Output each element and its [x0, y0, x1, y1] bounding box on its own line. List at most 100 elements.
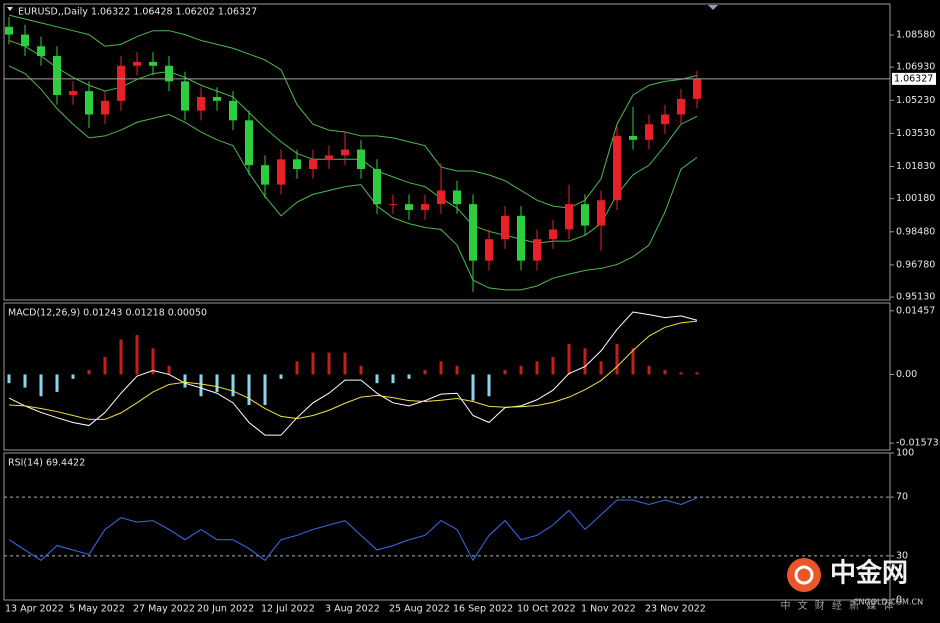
candle-body: [629, 135, 637, 140]
histogram-bar: [71, 374, 75, 379]
price-label: 1.06327: [894, 73, 933, 84]
price-label-box: [892, 72, 936, 85]
y-tick-label: 1.08580: [896, 29, 935, 40]
x-tick-label: 23 Nov 2022: [645, 604, 706, 615]
candle-body: [501, 215, 509, 240]
histogram-bar: [631, 348, 635, 375]
histogram-bar: [183, 374, 187, 388]
candle-body: [149, 61, 157, 66]
candle-body: [69, 91, 77, 96]
candle-body: [693, 78, 701, 99]
x-tick-label: 16 Sep 2022: [453, 604, 513, 615]
histogram-bar: [7, 374, 11, 384]
y-tick-label: 0.95130: [896, 292, 935, 303]
signal-line: [8, 320, 698, 420]
y-tick-label: 1.01830: [896, 161, 935, 172]
x-tick-label: 10 Oct 2022: [517, 604, 576, 615]
histogram-bar: [599, 361, 603, 375]
macd-panel: [3, 302, 891, 451]
candle-body: [565, 204, 573, 230]
rsi-title: RSI(14) 69.4422: [8, 458, 85, 469]
histogram-bar: [151, 348, 155, 375]
histogram-bar: [663, 370, 667, 375]
y-tick-label: -0.01573: [896, 438, 939, 449]
histogram-bar: [695, 372, 699, 375]
candle-body: [37, 46, 45, 57]
candle-body: [645, 124, 653, 140]
bollinger-band: [8, 14, 698, 209]
candle-body: [421, 204, 429, 210]
candle-body: [533, 239, 541, 261]
candle-body: [277, 159, 285, 185]
candle-body: [213, 96, 221, 101]
candle-body: [549, 229, 557, 240]
histogram-bar: [39, 374, 43, 397]
histogram-bar: [567, 343, 571, 375]
candle-body: [85, 91, 93, 115]
menu-icon: [7, 7, 13, 11]
watermark-name: 中金网: [830, 558, 908, 589]
candle-body: [245, 120, 253, 166]
histogram-bar: [455, 365, 459, 375]
candle-body: [293, 159, 301, 170]
candle-body: [53, 56, 61, 96]
y-tick-label: 0.98480: [896, 226, 935, 237]
candle-body: [229, 100, 237, 121]
x-tick-label: 5 May 2022: [69, 604, 125, 615]
candle-body: [325, 155, 333, 160]
x-tick-label: 25 Aug 2022: [389, 604, 450, 615]
y-tick-label: 30: [896, 550, 908, 561]
histogram-bar: [551, 356, 555, 375]
y-tick-label: 100: [896, 448, 914, 459]
candle-body: [469, 204, 477, 261]
histogram-bar: [119, 339, 123, 375]
histogram-bar: [23, 374, 27, 388]
rsi-line: [8, 497, 698, 562]
candle-body: [581, 204, 589, 226]
histogram-bar: [375, 374, 379, 384]
logo: [787, 558, 821, 592]
histogram-bar: [503, 370, 507, 375]
histogram-bar: [343, 352, 347, 375]
histogram-bar: [391, 374, 395, 384]
x-tick-label: 12 Jul 2022: [261, 604, 315, 615]
histogram-bar: [615, 343, 619, 375]
main-title: EURUSD,,Daily 1.06322 1.06428 1.06202 1.…: [18, 7, 257, 18]
candle-body: [165, 65, 173, 82]
candle-body: [261, 165, 269, 185]
histogram-bar: [215, 374, 219, 392]
histogram-bar: [263, 374, 267, 406]
candle-body: [309, 159, 317, 170]
y-tick-label: 0.96780: [896, 259, 935, 270]
histogram-bar: [471, 374, 475, 401]
x-tick-label: 20 Jun 2022: [197, 604, 254, 615]
bollinger-band: [8, 65, 698, 291]
histogram-bar: [487, 374, 491, 397]
y-tick-label: 1.06930: [896, 62, 935, 73]
histogram-bar: [583, 348, 587, 375]
candle-body: [597, 200, 605, 226]
y-tick-label: 70: [896, 492, 908, 503]
candle-body: [117, 65, 125, 101]
candle-body: [341, 149, 349, 156]
histogram-bar: [535, 361, 539, 375]
watermark-site: CNGOLD.COM.CN: [853, 598, 923, 607]
histogram-bar: [87, 370, 91, 375]
candle-body: [613, 135, 621, 201]
candle-body: [21, 34, 29, 47]
logo-mark: [794, 565, 814, 585]
candle-body: [517, 215, 525, 261]
candle-body: [181, 81, 189, 111]
x-tick-label: 3 Aug 2022: [325, 604, 380, 615]
candle-body: [101, 100, 109, 115]
histogram-bar: [231, 374, 235, 397]
histogram-bar: [279, 374, 283, 379]
candle-body: [389, 204, 397, 206]
y-tick-label: 1.00180: [896, 193, 935, 204]
histogram-bar: [295, 361, 299, 375]
histogram-bar: [647, 365, 651, 375]
macd-title: MACD(12,26,9) 0.01243 0.01218 0.00050: [8, 308, 207, 319]
histogram-bar: [103, 356, 107, 375]
y-tick-label: 0.01457: [896, 305, 935, 316]
